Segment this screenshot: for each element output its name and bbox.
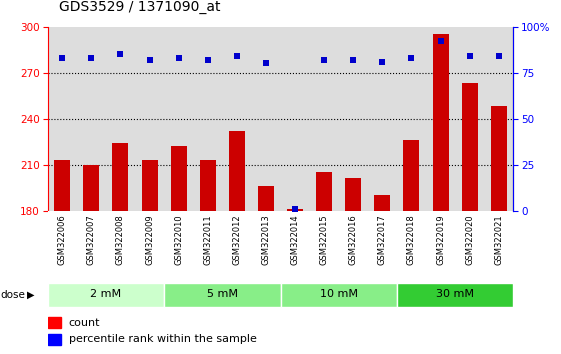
Bar xyxy=(433,34,449,211)
FancyBboxPatch shape xyxy=(48,283,164,307)
Point xyxy=(58,55,67,61)
Point xyxy=(291,206,300,212)
Text: GSM322011: GSM322011 xyxy=(203,214,212,265)
Text: GSM322020: GSM322020 xyxy=(465,214,474,265)
Text: GSM322016: GSM322016 xyxy=(349,214,358,265)
Point xyxy=(203,57,212,63)
Point xyxy=(261,61,270,66)
Text: percentile rank within the sample: percentile rank within the sample xyxy=(68,335,256,344)
Point xyxy=(320,57,329,63)
Text: GSM322010: GSM322010 xyxy=(174,214,183,265)
Bar xyxy=(141,160,158,211)
Text: GSM322007: GSM322007 xyxy=(87,214,96,265)
Bar xyxy=(462,83,477,211)
Text: GSM322012: GSM322012 xyxy=(232,214,241,265)
Text: GSM322018: GSM322018 xyxy=(407,214,416,265)
Text: GSM322014: GSM322014 xyxy=(291,214,300,265)
FancyBboxPatch shape xyxy=(397,283,513,307)
FancyBboxPatch shape xyxy=(280,283,397,307)
Point xyxy=(494,53,503,59)
Bar xyxy=(258,186,274,211)
Text: GSM322013: GSM322013 xyxy=(261,214,270,265)
Text: GSM322017: GSM322017 xyxy=(378,214,387,265)
Bar xyxy=(171,146,187,211)
Text: 5 mM: 5 mM xyxy=(207,289,238,299)
Bar xyxy=(316,172,332,211)
Bar xyxy=(112,143,128,211)
Bar xyxy=(48,318,61,328)
Point xyxy=(145,57,154,63)
Text: ▶: ▶ xyxy=(27,290,34,300)
Text: GSM322019: GSM322019 xyxy=(436,214,445,265)
Bar xyxy=(84,165,99,211)
Bar xyxy=(491,106,507,211)
Text: GDS3529 / 1371090_at: GDS3529 / 1371090_at xyxy=(59,0,220,14)
Point xyxy=(465,53,474,59)
Point xyxy=(232,53,241,59)
Bar xyxy=(374,195,390,211)
Text: GSM322006: GSM322006 xyxy=(58,214,67,265)
Point xyxy=(378,59,387,64)
Point xyxy=(116,51,125,57)
Text: 2 mM: 2 mM xyxy=(90,289,121,299)
Text: 10 mM: 10 mM xyxy=(320,289,358,299)
Bar xyxy=(54,160,70,211)
Bar xyxy=(345,178,361,211)
Bar xyxy=(287,209,303,211)
Point xyxy=(87,55,96,61)
Bar xyxy=(229,131,245,211)
Bar xyxy=(48,334,61,345)
Text: count: count xyxy=(68,318,100,328)
Point xyxy=(349,57,358,63)
FancyBboxPatch shape xyxy=(164,283,280,307)
Text: GSM322008: GSM322008 xyxy=(116,214,125,265)
Point xyxy=(436,39,445,44)
Text: dose: dose xyxy=(1,290,25,300)
Text: GSM322021: GSM322021 xyxy=(494,214,503,265)
Text: GSM322015: GSM322015 xyxy=(320,214,329,265)
Bar xyxy=(403,140,420,211)
Point xyxy=(174,55,183,61)
Text: 30 mM: 30 mM xyxy=(436,289,474,299)
Point xyxy=(407,55,416,61)
Text: GSM322009: GSM322009 xyxy=(145,214,154,265)
Bar xyxy=(200,160,216,211)
